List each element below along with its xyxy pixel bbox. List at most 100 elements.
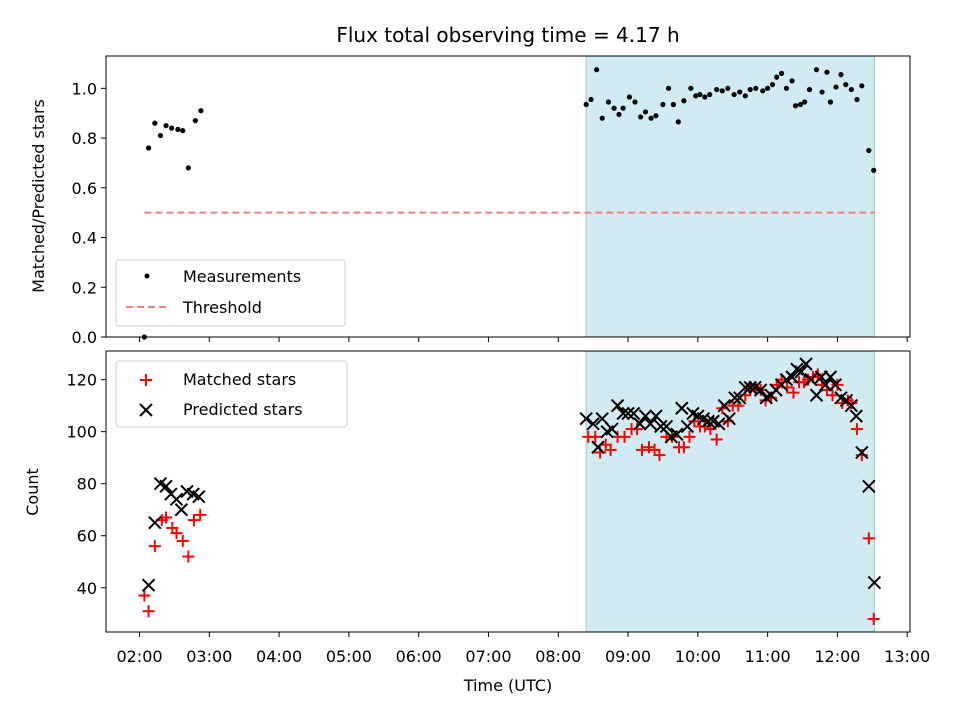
matched-stars-point — [618, 430, 631, 443]
x-tick-label: 02:00 — [116, 647, 162, 666]
predicted-stars-point — [643, 417, 658, 431]
chart-title: Flux total observing time = 4.17 h — [336, 23, 679, 47]
bot-axes-frame — [105, 350, 911, 633]
bot-y-tick-label: 60 — [77, 527, 97, 546]
x-tick-label: 08:00 — [535, 647, 581, 666]
measurements-point — [665, 85, 672, 91]
measurements-point — [588, 96, 594, 103]
measurements-point — [783, 85, 790, 91]
bot-y-tick-label: 120 — [66, 371, 97, 390]
matched-stars-point — [589, 430, 602, 443]
measurements-point — [707, 91, 713, 98]
measurements-point — [688, 85, 694, 91]
measurements-point — [871, 167, 877, 173]
predicted-stars-point — [722, 411, 736, 426]
predicted-stars-point — [605, 422, 619, 436]
matched-stars-point — [170, 527, 183, 540]
predicted-stars-point — [844, 398, 859, 413]
predicted-stars-point — [680, 419, 695, 434]
measurements-point — [806, 86, 813, 93]
matched-stars-point — [642, 441, 655, 454]
predicted-stars-point — [595, 411, 609, 426]
measurements-point — [789, 78, 795, 84]
predicted-stars-point — [675, 401, 689, 415]
measurements-point — [594, 67, 600, 73]
x-tick-label: 03:00 — [186, 647, 232, 666]
measurements-point — [753, 85, 759, 91]
measurements-point — [642, 109, 649, 115]
predicted-stars-point — [633, 417, 647, 431]
measurements-point — [802, 99, 808, 105]
measurements-point — [838, 72, 844, 78]
predicted-stars-point — [159, 479, 173, 494]
x-tick-label: 09:00 — [605, 647, 651, 666]
matched-stars-point — [677, 441, 690, 454]
predicted-stars-point — [823, 370, 838, 384]
x-tick-label: 13:00 — [884, 647, 930, 666]
x-tick-label: 05:00 — [326, 647, 372, 666]
x-axis-label: Time (UTC) — [463, 676, 552, 695]
measurements-point — [819, 89, 825, 95]
predicted-stars-point — [738, 380, 752, 395]
top-y-tick-label: 0.6 — [72, 179, 97, 198]
matched-stars-point — [138, 589, 151, 602]
predicted-stars-point — [712, 417, 726, 431]
predicted-stars-point — [828, 378, 843, 392]
measurements-point — [163, 123, 169, 129]
measurements-point — [198, 108, 204, 114]
measurements-point — [152, 120, 158, 126]
top-y-tick-label: 0.4 — [72, 229, 97, 248]
top-y-tick-label: 0.0 — [72, 328, 97, 347]
measurements-point — [611, 105, 617, 111]
measurements-point — [843, 81, 849, 88]
matched-stars-point — [862, 532, 875, 545]
measurements-point — [616, 111, 622, 118]
legend-measurements-label: Measurements — [183, 267, 301, 286]
measurements-point — [725, 85, 731, 91]
legend-matched-label: Matched stars — [183, 370, 296, 389]
predicted-stars-point — [818, 378, 833, 392]
measurements-point — [670, 101, 677, 108]
measurements-point — [714, 86, 720, 93]
matched-stars-point — [148, 540, 161, 553]
matched-stars-point — [787, 386, 800, 399]
matched-stars-point — [688, 415, 701, 428]
x-tick-label: 07:00 — [465, 647, 511, 666]
measurements-point — [653, 113, 659, 119]
top-y-tick-label: 0.2 — [72, 278, 97, 297]
top-y-axis-label: Matched/Predicted stars — [29, 99, 48, 293]
predicted-stars-point — [192, 489, 206, 504]
matched-stars-point — [142, 605, 155, 618]
predicted-stars-point — [654, 419, 668, 434]
x-tick-label: 11:00 — [745, 647, 791, 666]
x-tick-label: 04:00 — [256, 647, 302, 666]
matched-stars-point — [176, 534, 189, 547]
measurements-point — [681, 98, 687, 104]
measurements-point — [620, 105, 626, 111]
top-legend: Measurements Threshold — [115, 259, 346, 327]
predicted-stars-point — [649, 409, 663, 423]
predicted-stars-point — [743, 380, 757, 395]
measurements-point — [778, 70, 785, 77]
predicted-stars-point — [148, 516, 162, 530]
predicted-stars-point — [626, 406, 641, 421]
ratio-panel: 0.0 0.2 0.4 0.6 0.8 1.0 Matched/Predicted sta… — [29, 55, 911, 347]
top-legend-box — [115, 259, 346, 327]
measurements-point — [605, 99, 612, 105]
measurements-point — [599, 115, 605, 121]
matched-stars-point — [867, 612, 880, 625]
predicted-stars-point — [849, 409, 863, 423]
predicted-stars-point — [855, 445, 869, 460]
bot-y-tick-label: 80 — [77, 475, 97, 494]
measurements-point — [774, 74, 780, 80]
matched-stars-point — [826, 389, 839, 402]
predicted-stars-point — [591, 440, 605, 454]
measurements-point — [792, 103, 799, 109]
predicted-stars-point — [701, 414, 716, 428]
predicted-stars-point — [616, 406, 630, 421]
predicted-stars-point — [753, 383, 768, 397]
measurements-point — [626, 94, 633, 100]
legend-measurements-marker — [144, 273, 150, 279]
bot-y-tick-label: 40 — [77, 579, 97, 598]
